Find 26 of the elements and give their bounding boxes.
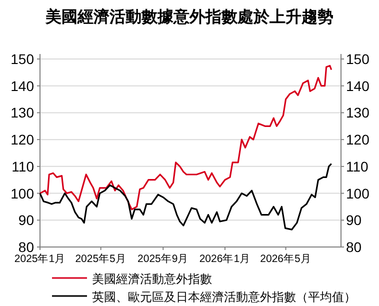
y2-tick-label: 130	[346, 104, 370, 121]
x-tick-label: 2025年1月	[14, 253, 66, 265]
y2-tick-label: 120	[346, 132, 370, 148]
y2-tick-label: 100	[346, 185, 370, 202]
y2-tick-label: 90	[346, 212, 362, 228]
y2-tick-label: 110	[346, 158, 369, 174]
y-tick-label: 140	[10, 78, 34, 94]
line-series	[39, 162, 332, 230]
line-series	[39, 64, 332, 210]
y-tick-label: 120	[10, 132, 34, 148]
x-tick-label: 2025年5月	[75, 253, 126, 265]
y-tick-label: 130	[10, 104, 34, 121]
legend-label: 英國、歐元區及日本經濟活動意外指數（平均值）	[92, 290, 356, 304]
y-tick-label: 150	[10, 51, 34, 67]
x-tick-label: 2025年9月	[138, 253, 189, 265]
y2-tick-label: 150	[346, 51, 370, 67]
y2-tick-label: 140	[346, 78, 370, 94]
y-tick-label: 90	[18, 212, 34, 228]
chart-title: 美國經濟活動數據意外指數處於上升趨勢	[44, 7, 334, 26]
x-tick-label: 2026年5月	[260, 253, 312, 265]
y-tick-label: 100	[10, 185, 34, 202]
y-tick-label: 110	[12, 158, 34, 174]
y-tick-label: 80	[18, 239, 34, 255]
x-tick-label: 2026年1月	[199, 253, 251, 265]
y2-tick-label: 80	[346, 239, 362, 255]
legend-label: 美國經濟活動意外指數	[92, 272, 212, 286]
